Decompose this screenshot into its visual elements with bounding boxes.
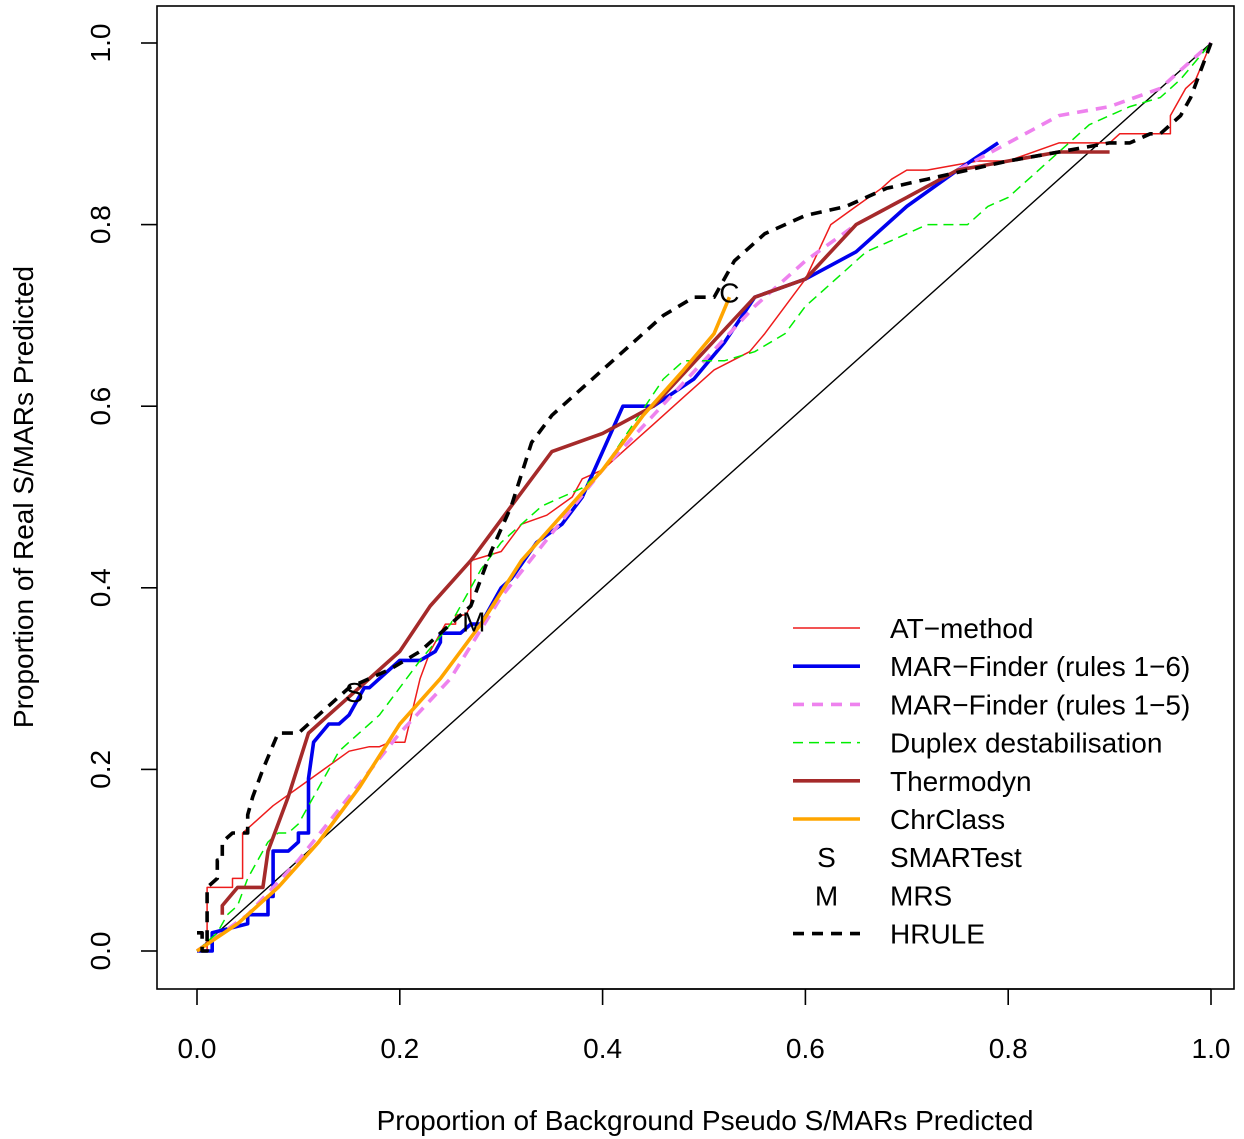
x-tick-label: 1.0: [1192, 1033, 1231, 1064]
legend-label: AT−method: [890, 613, 1033, 644]
legend-item-at-method: AT−method: [793, 613, 1033, 644]
x-axis-title: Proportion of Background Pseudo S/MARs P…: [377, 1105, 1034, 1136]
y-tick-label: 0.8: [85, 205, 116, 244]
series-line-mar-finder-rules-1-6: [197, 141, 1000, 953]
legend-item-mar-finder-rules-1-5: MAR−Finder (rules 1−5): [793, 689, 1190, 720]
legend-symbol: M: [815, 880, 838, 911]
legend-item-mar-finder-rules-1-6: MAR−Finder (rules 1−6): [793, 651, 1190, 682]
series-line-duplex-destabilisation: [196, 42, 1212, 952]
x-tick-label: 0.4: [583, 1033, 622, 1064]
legend-label: HRULE: [890, 919, 985, 950]
legend-item-duplex-destabilisation: Duplex destabilisation: [793, 728, 1162, 759]
point-marker-s: S: [345, 677, 364, 708]
legend-item-mrs: M MRS: [815, 880, 952, 911]
series-line-chrclass: [195, 296, 732, 953]
x-tick-label: 0.8: [989, 1033, 1028, 1064]
legend-item-hrule: HRULE: [793, 919, 985, 950]
legend: AT−method MAR−Finder (rules 1−6) MAR−Finde…: [793, 613, 1190, 950]
marker-layer: S M C: [345, 278, 740, 709]
legend-item-smartest: S SMARTest: [817, 842, 1022, 873]
legend-label: MAR−Finder (rules 1−6): [890, 651, 1190, 682]
y-axis: 0.0 0.2 0.4 0.6 0.8 1.0: [85, 24, 157, 971]
legend-label: Duplex destabilisation: [890, 728, 1162, 759]
series-line-hrule: [197, 42, 1213, 953]
y-tick-label: 0.4: [85, 568, 116, 607]
y-axis-title: Proportion of Real S/MARs Predicted: [8, 266, 39, 728]
y-tick-label: 1.0: [85, 24, 116, 63]
legend-label: ChrClass: [890, 804, 1005, 835]
legend-item-chrclass: ChrClass: [793, 804, 1005, 835]
x-tick-label: 0.2: [380, 1033, 419, 1064]
legend-symbol: S: [817, 842, 836, 873]
point-marker-c: C: [719, 278, 739, 309]
reference-diagonal-line: [196, 42, 1212, 952]
y-tick-label: 0.0: [85, 932, 116, 971]
legend-label: Thermodyn: [890, 766, 1032, 797]
y-tick-label: 0.6: [85, 387, 116, 426]
x-tick-label: 0.0: [178, 1033, 217, 1064]
series-layer: [195, 41, 1213, 953]
legend-label: SMARTest: [890, 842, 1022, 873]
series-line-thermodyn: [220, 150, 1110, 915]
x-tick-label: 0.6: [786, 1033, 825, 1064]
legend-label: MRS: [890, 880, 952, 911]
legend-label: MAR−Finder (rules 1−5): [890, 689, 1190, 720]
legend-item-thermodyn: Thermodyn: [793, 766, 1032, 797]
point-marker-m: M: [462, 606, 485, 637]
y-tick-label: 0.2: [85, 750, 116, 789]
x-axis: 0.0 0.2 0.4 0.6 0.8 1.0: [178, 988, 1231, 1064]
